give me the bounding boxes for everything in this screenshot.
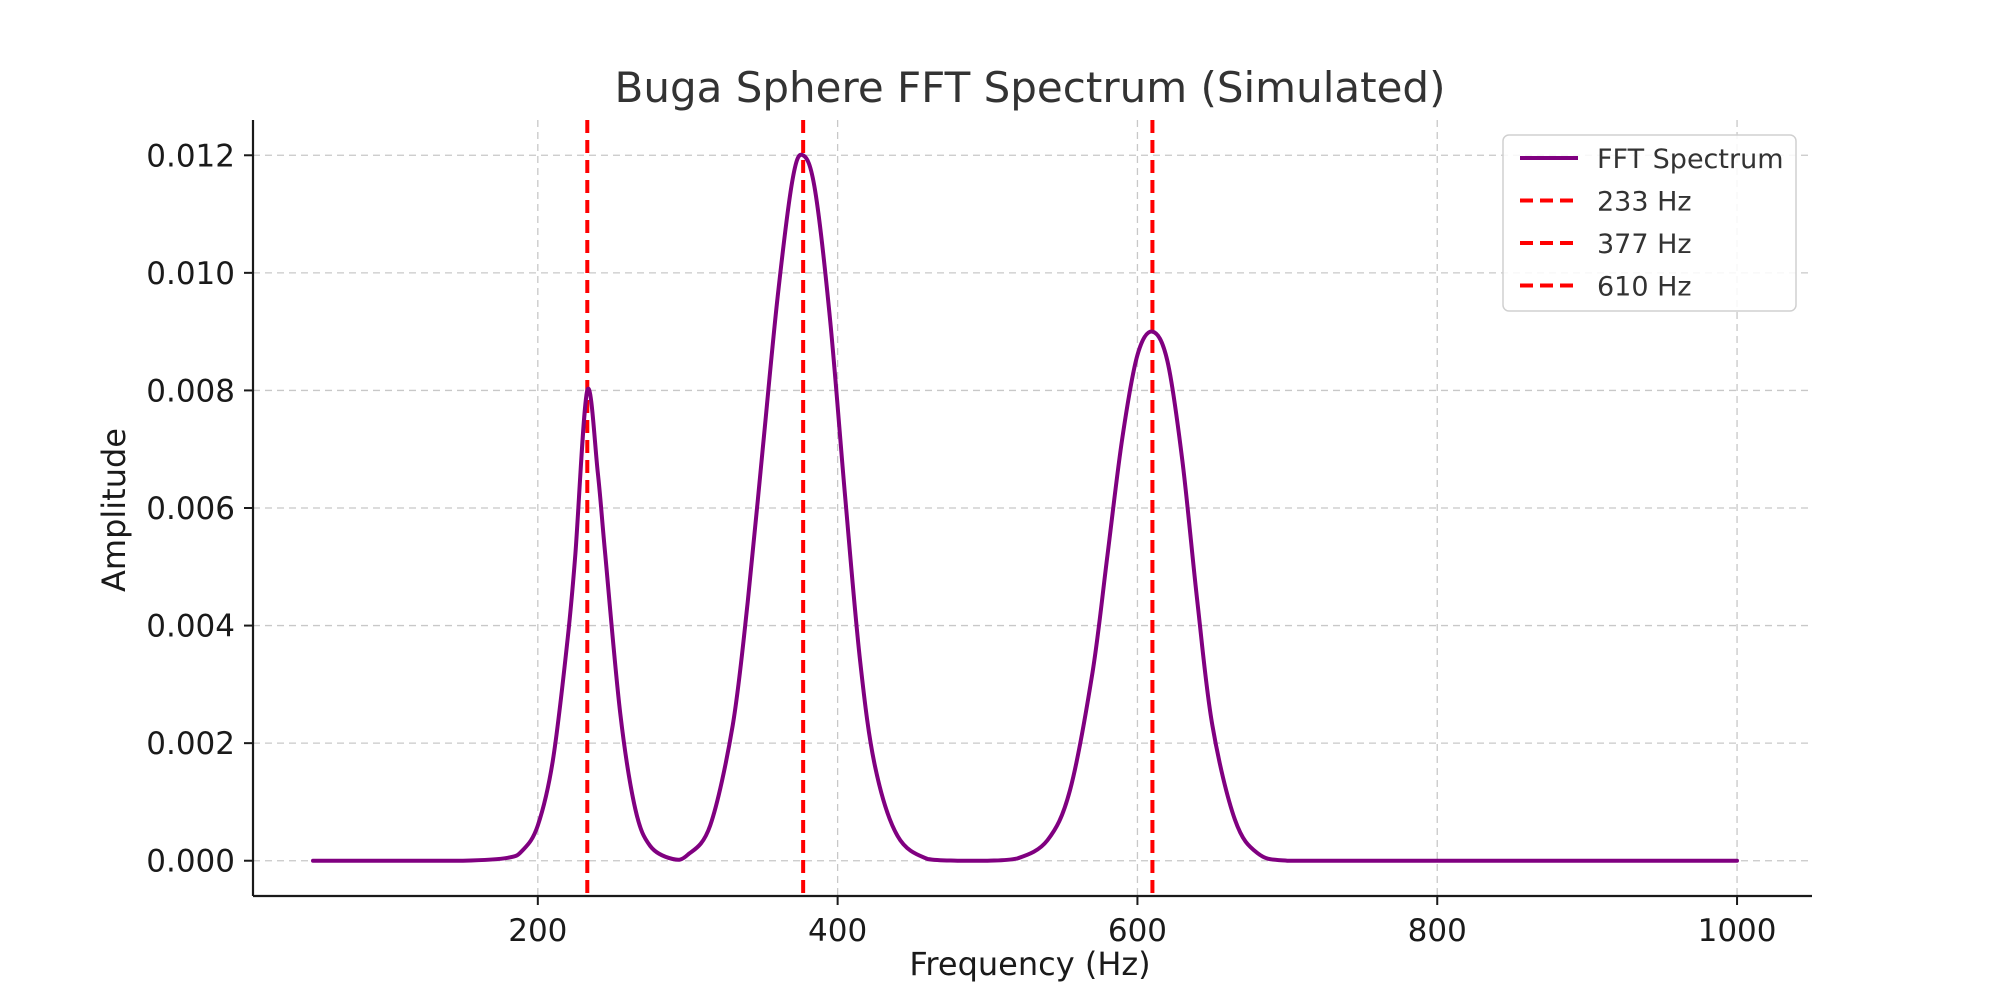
x-tick-label: 1000: [1698, 913, 1777, 949]
x-tick-label: 200: [508, 913, 567, 949]
chart-title: Buga Sphere FFT Spectrum (Simulated): [615, 63, 1446, 112]
chart-legend: FFT Spectrum 233 Hz 377 Hz 610 Hz: [1502, 134, 1797, 312]
y-tick-label: 0.002: [146, 726, 235, 762]
legend-label: FFT Spectrum: [1597, 144, 1784, 175]
y-axis-ticks: 0.000 0.002 0.004 0.006 0.008 0.010 0.012: [146, 138, 253, 880]
x-tick-label: 800: [1408, 913, 1467, 949]
y-axis-label: Amplitude: [95, 428, 133, 592]
data-series: [311, 152, 1739, 863]
legend-label: 233 Hz: [1597, 187, 1692, 218]
y-tick-label: 0.004: [146, 609, 235, 645]
x-tick-label: 400: [808, 913, 867, 949]
legend-label: 610 Hz: [1597, 272, 1692, 303]
legend-label: 377 Hz: [1597, 229, 1692, 260]
frequency-markers: [585, 120, 1155, 896]
y-tick-label: 0.012: [146, 138, 235, 174]
x-axis-ticks: 200 400 600 800 1000: [508, 896, 1777, 949]
x-axis-label: Frequency (Hz): [909, 945, 1150, 983]
legend-box: [1502, 134, 1797, 312]
x-tick-label: 600: [1108, 913, 1167, 949]
series-line-fft-spectrum: [311, 152, 1739, 863]
legend-items: FFT Spectrum 233 Hz 377 Hz 610 Hz: [1520, 144, 1784, 303]
y-tick-label: 0.006: [146, 491, 235, 527]
y-tick-label: 0.000: [146, 844, 235, 880]
y-tick-label: 0.010: [146, 256, 235, 292]
y-tick-label: 0.008: [146, 373, 235, 409]
